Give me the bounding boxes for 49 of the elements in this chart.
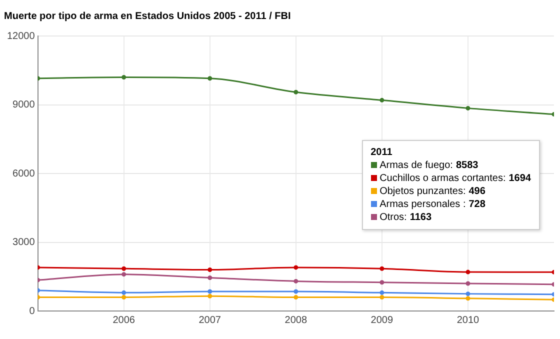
legend-label: Objetos punzantes: (380, 186, 466, 197)
point (380, 290, 384, 295)
line-series (38, 75, 554, 117)
point (122, 295, 126, 300)
point (122, 290, 126, 295)
point (294, 295, 298, 300)
legend-label: Armas personales : (380, 199, 466, 210)
annotation: 1694 (508, 173, 531, 184)
point (208, 76, 212, 81)
point (294, 289, 298, 294)
point (294, 278, 298, 284)
point (466, 281, 470, 286)
point (208, 289, 212, 294)
legend-label: Cuchillos o armas cortantes: (380, 173, 506, 184)
annotation: 496 (468, 186, 486, 197)
point (294, 90, 298, 94)
point (294, 265, 298, 270)
x-tick-label: 2007 (198, 314, 222, 326)
point (466, 292, 470, 296)
x-tick-label: 2008 (284, 314, 308, 326)
point (208, 294, 212, 298)
chart-title: Muerte por tipo de arma en Estados Unidos 2005 - 2011 / FBI (4, 10, 291, 22)
y-tick-label: 12000 (6, 30, 36, 42)
annotation: 1163 (410, 212, 432, 223)
y-tick-label: 0 (29, 306, 36, 317)
x-tick-label: 2010 (456, 314, 480, 326)
y-tick-label: 6000 (12, 168, 36, 180)
point (208, 268, 212, 272)
point (380, 266, 384, 271)
point (466, 270, 470, 274)
point (122, 266, 126, 271)
x-tick-label: 2006 (112, 314, 136, 326)
annotation: 728 (468, 199, 486, 210)
point (466, 296, 470, 301)
point (380, 280, 384, 285)
x-tick-label: 2009 (370, 314, 394, 326)
point (466, 106, 470, 110)
legend-label: Otros: (380, 212, 407, 223)
legend-title: 2011 (370, 146, 394, 159)
point (380, 98, 384, 102)
y-tick-label: 9000 (12, 100, 36, 110)
point (122, 272, 126, 277)
legend-label: Armas de fuego: (380, 160, 453, 171)
point (208, 276, 212, 280)
y-tick-label: 3000 (12, 237, 36, 248)
point (380, 295, 384, 300)
annotation: 8583 (456, 160, 478, 171)
line-series (38, 272, 554, 287)
point (122, 75, 126, 80)
